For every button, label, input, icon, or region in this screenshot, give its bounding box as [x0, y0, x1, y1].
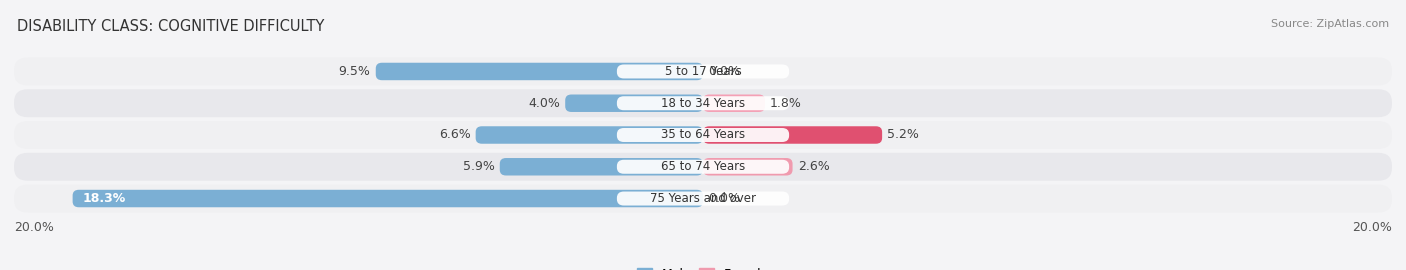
Text: Source: ZipAtlas.com: Source: ZipAtlas.com: [1271, 19, 1389, 29]
Text: 0.0%: 0.0%: [709, 192, 740, 205]
FancyBboxPatch shape: [73, 190, 703, 207]
FancyBboxPatch shape: [617, 128, 789, 142]
FancyBboxPatch shape: [703, 94, 765, 112]
Text: DISABILITY CLASS: COGNITIVE DIFFICULTY: DISABILITY CLASS: COGNITIVE DIFFICULTY: [17, 19, 325, 34]
Text: 35 to 64 Years: 35 to 64 Years: [661, 129, 745, 141]
Text: 18 to 34 Years: 18 to 34 Years: [661, 97, 745, 110]
Text: 18.3%: 18.3%: [83, 192, 127, 205]
FancyBboxPatch shape: [499, 158, 703, 176]
FancyBboxPatch shape: [703, 158, 793, 176]
FancyBboxPatch shape: [617, 96, 789, 110]
Text: 20.0%: 20.0%: [14, 221, 53, 234]
Text: 5 to 17 Years: 5 to 17 Years: [665, 65, 741, 78]
FancyBboxPatch shape: [14, 185, 1392, 212]
Text: 4.0%: 4.0%: [529, 97, 560, 110]
FancyBboxPatch shape: [617, 65, 789, 79]
FancyBboxPatch shape: [14, 153, 1392, 181]
FancyBboxPatch shape: [617, 160, 789, 174]
Text: 9.5%: 9.5%: [339, 65, 371, 78]
FancyBboxPatch shape: [565, 94, 703, 112]
FancyBboxPatch shape: [375, 63, 703, 80]
FancyBboxPatch shape: [14, 58, 1392, 85]
FancyBboxPatch shape: [14, 121, 1392, 149]
Text: 5.9%: 5.9%: [463, 160, 495, 173]
Text: 2.6%: 2.6%: [797, 160, 830, 173]
Legend: Male, Female: Male, Female: [637, 268, 769, 270]
FancyBboxPatch shape: [14, 89, 1392, 117]
Text: 75 Years and over: 75 Years and over: [650, 192, 756, 205]
Text: 20.0%: 20.0%: [1353, 221, 1392, 234]
Text: 6.6%: 6.6%: [439, 129, 471, 141]
Text: 0.0%: 0.0%: [709, 65, 740, 78]
FancyBboxPatch shape: [703, 126, 882, 144]
FancyBboxPatch shape: [475, 126, 703, 144]
Text: 1.8%: 1.8%: [770, 97, 801, 110]
Text: 65 to 74 Years: 65 to 74 Years: [661, 160, 745, 173]
Text: 5.2%: 5.2%: [887, 129, 920, 141]
FancyBboxPatch shape: [617, 191, 789, 205]
